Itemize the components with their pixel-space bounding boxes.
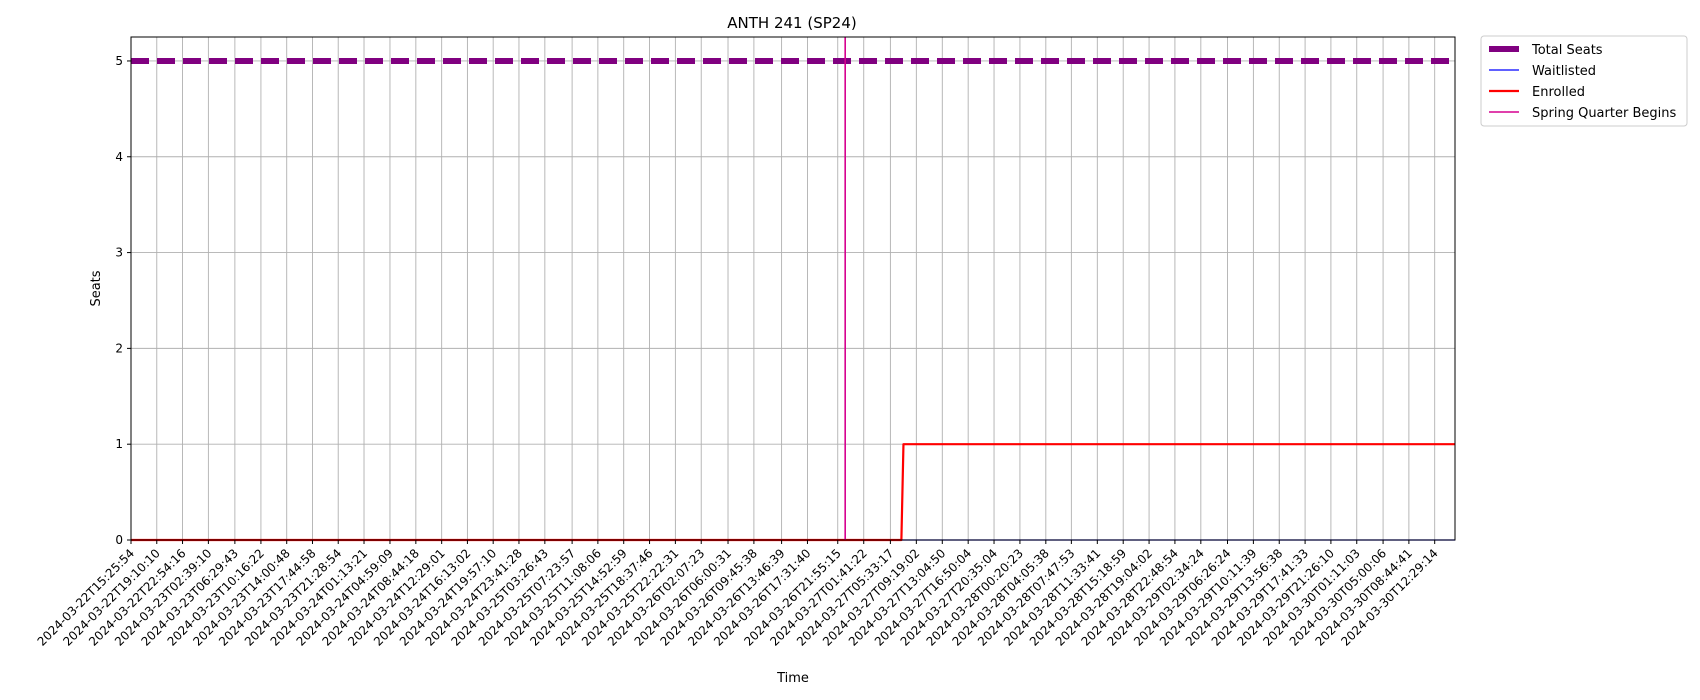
grid-lines (130, 37, 1455, 541)
legend-entry-label: Spring Quarter Begins (1532, 106, 1676, 121)
y-axis: 0 1 2 3 4 5 (115, 54, 131, 547)
y-tick-label: 1 (115, 437, 123, 451)
legend-entry-label: Enrolled (1532, 85, 1585, 100)
x-axis-label: Time (776, 671, 809, 686)
y-axis-label: Seats (89, 270, 104, 306)
series-enrolled (131, 443, 1455, 542)
series-lines (131, 37, 1455, 542)
legend: Total Seats Waitlisted Enrolled Spring Quar… (1480, 35, 1688, 127)
legend-entry-label: Waitlisted (1532, 64, 1596, 79)
y-tick-label: 3 (115, 246, 123, 260)
legend-box (1480, 35, 1688, 127)
y-tick-label: 0 (115, 533, 123, 547)
y-tick-label: 4 (115, 150, 123, 164)
y-tick-label: 5 (115, 54, 123, 68)
plot-frame (130, 36, 1456, 541)
chart-title: ANTH 241 (SP24) (727, 14, 856, 32)
y-tick-label: 2 (115, 341, 123, 355)
x-axis: 2024-03-22T15:25:542024-03-22T19:10:1020… (35, 540, 1441, 649)
legend-entry-label: Total Seats (1531, 43, 1603, 58)
